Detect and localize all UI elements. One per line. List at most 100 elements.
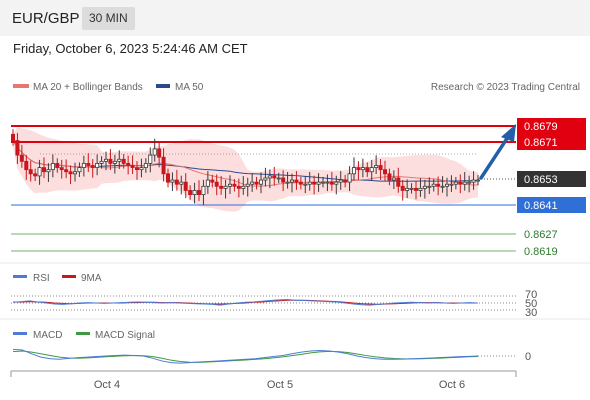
macd-legend-label: MACD bbox=[33, 330, 62, 341]
candle-body bbox=[59, 167, 64, 171]
candle-body bbox=[126, 163, 131, 166]
candle-body bbox=[15, 140, 20, 156]
candle-body bbox=[183, 181, 188, 191]
top-bar: EUR/GBP 30 MIN bbox=[0, 0, 590, 36]
candle-body bbox=[192, 190, 197, 196]
candle-body bbox=[232, 183, 237, 187]
candle-body bbox=[77, 167, 82, 173]
candle-body bbox=[68, 171, 73, 175]
candle-body bbox=[28, 169, 33, 175]
candle-body bbox=[134, 167, 139, 171]
candle-body bbox=[143, 163, 148, 168]
x-tick-oct5: Oct 5 bbox=[267, 379, 293, 391]
resistance-value-1: 0.8679 bbox=[524, 121, 558, 133]
candle-body bbox=[42, 167, 47, 173]
ma20-line bbox=[12, 140, 478, 187]
candle-body bbox=[112, 160, 117, 164]
candle-body bbox=[289, 179, 294, 183]
candle-body bbox=[24, 160, 29, 171]
candle-body bbox=[81, 163, 86, 168]
candle-body bbox=[37, 167, 42, 177]
candle-body bbox=[19, 154, 24, 162]
rsi-legend-label: RSI bbox=[33, 273, 50, 284]
level-tags: 0.8679 0.8671 0.8653 0.8641 0.8627 0.861… bbox=[517, 118, 586, 258]
candle-body bbox=[196, 190, 201, 196]
candle-body bbox=[210, 179, 215, 183]
pivot-value: 0.8641 bbox=[524, 200, 558, 212]
candle-body bbox=[475, 179, 480, 182]
candle-body bbox=[170, 179, 175, 183]
candle-body bbox=[458, 181, 463, 185]
candle-body bbox=[130, 165, 135, 168]
candle-body bbox=[258, 179, 263, 185]
candle-body bbox=[360, 167, 365, 171]
candle-body bbox=[431, 183, 436, 187]
candles-group bbox=[10, 129, 480, 205]
candle-body bbox=[73, 171, 78, 175]
candle-body bbox=[307, 181, 312, 185]
candle-body bbox=[148, 154, 153, 164]
candle-body bbox=[55, 163, 60, 168]
candle-body bbox=[325, 181, 330, 184]
rsi-panel: RSI 9MA 70 50 30 bbox=[11, 273, 537, 319]
chart-canvas: MA 20 + Bollinger Bands MA 50 Research ©… bbox=[0, 82, 590, 391]
timeframe-button[interactable]: 30 MIN bbox=[82, 7, 135, 30]
support-value-2: 0.8619 bbox=[524, 246, 558, 258]
candle-body bbox=[320, 181, 325, 184]
datetime-label: Friday, October 6, 2023 5:24:46 AM CET bbox=[13, 41, 248, 56]
candle-body bbox=[157, 148, 162, 158]
candle-body bbox=[174, 179, 179, 185]
candle-body bbox=[365, 167, 370, 173]
ma20-legend-label: MA 20 + Bollinger Bands bbox=[33, 82, 143, 93]
candle-body bbox=[241, 185, 246, 189]
candle-body bbox=[382, 169, 387, 175]
candle-body bbox=[347, 173, 352, 183]
candle-body bbox=[108, 158, 113, 164]
candle-body bbox=[64, 169, 69, 173]
candle-body bbox=[272, 175, 277, 179]
symbol-label: EUR/GBP bbox=[12, 10, 80, 27]
candle-body bbox=[462, 181, 467, 185]
candle-body bbox=[99, 160, 104, 164]
candle-body bbox=[418, 187, 423, 191]
candle-body bbox=[245, 183, 250, 187]
candle-body bbox=[50, 163, 55, 171]
macd-line bbox=[12, 348, 479, 364]
macd-signal-legend-label: MACD Signal bbox=[95, 330, 155, 341]
candle-body bbox=[329, 181, 334, 185]
candle-body bbox=[387, 173, 392, 181]
candle-body bbox=[343, 179, 348, 183]
candle-body bbox=[396, 177, 401, 187]
candle-body bbox=[303, 183, 308, 186]
resistance-tag-2 bbox=[517, 134, 586, 150]
candle-body bbox=[409, 187, 414, 190]
main-legend: MA 20 + Bollinger Bands MA 50 Research ©… bbox=[13, 82, 580, 93]
resistance-tag-1 bbox=[517, 118, 586, 134]
candle-body bbox=[10, 133, 15, 141]
current-price-value: 0.8653 bbox=[524, 174, 558, 186]
candle-body bbox=[139, 167, 144, 171]
rsi-ma-swatch bbox=[62, 275, 76, 278]
candle-body bbox=[440, 185, 445, 188]
x-tick-oct4: Oct 4 bbox=[94, 379, 120, 391]
candle-body bbox=[188, 190, 193, 196]
candle-body bbox=[294, 179, 299, 183]
candle-body bbox=[46, 169, 51, 173]
candle-body bbox=[95, 163, 100, 168]
candle-body bbox=[205, 179, 210, 187]
candle-body bbox=[104, 158, 109, 162]
rsi-swatch bbox=[13, 275, 27, 278]
macd-zero-label: 0 bbox=[525, 351, 531, 363]
candle-body bbox=[152, 148, 157, 156]
candle-body bbox=[227, 183, 232, 187]
candle-body bbox=[312, 181, 317, 185]
rsi-ma-legend-label: 9MA bbox=[81, 273, 102, 284]
candle-body bbox=[391, 177, 396, 181]
candle-body bbox=[436, 183, 441, 187]
candle-body bbox=[334, 181, 339, 185]
candle-body bbox=[298, 181, 303, 185]
candle-body bbox=[90, 165, 95, 168]
candle-body bbox=[449, 183, 454, 186]
macd-signal-line bbox=[12, 350, 479, 363]
ma50-swatch bbox=[156, 84, 170, 88]
